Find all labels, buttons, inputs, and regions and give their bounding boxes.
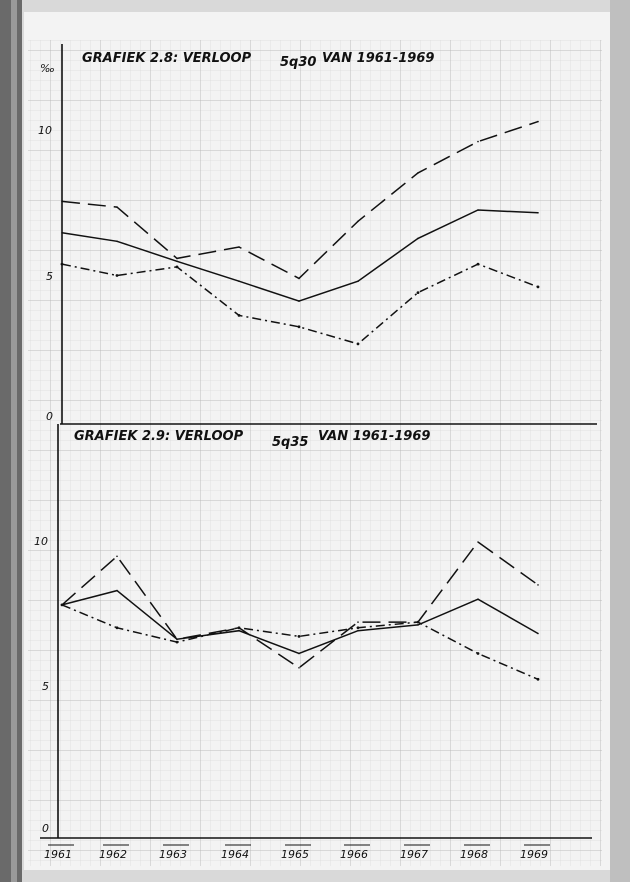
chart2-dash-dot-point-1965: [297, 635, 301, 638]
chart1-dashed-point-1961: [61, 200, 63, 203]
chart1-solid-point-1968: [477, 209, 479, 211]
chart2-solid-point-1966: [357, 629, 359, 632]
chart2-dashed-point-1969: [537, 584, 539, 586]
right-edge-shadow: [610, 0, 630, 882]
chart2-plot: [60, 540, 540, 681]
chart1-ytick-10: 10: [38, 124, 52, 137]
chart1-solid-point-1962: [116, 240, 118, 243]
chart1-dash-dot-point-1966: [356, 342, 360, 346]
chart1-dashed-point-1969: [537, 120, 539, 123]
chart1-dashed-point-1968: [477, 140, 479, 143]
chart1-dash-dot-point-1964: [237, 314, 241, 317]
chart1-dash-dot-point-1967: [416, 291, 420, 294]
x-tick-1965: 1965: [281, 848, 309, 861]
chart2-dash-dot-point-1968: [476, 652, 480, 655]
x-tick-1966: 1966: [340, 848, 368, 861]
chart2-dash-dot-point-1964: [237, 626, 241, 630]
chart1-solid-point-1966: [357, 280, 359, 283]
chart1-dashed-point-1965: [298, 277, 300, 280]
chart1-solid-point-1963: [176, 260, 178, 263]
chart1-title-tail: VAN 1961-1969: [322, 51, 434, 66]
chart2-dashed-point-1966: [357, 621, 359, 623]
x-tick-1963: 1963: [159, 848, 187, 861]
chart1-dash-dot-point-1963: [175, 265, 179, 269]
chart2-series-dashed-line: [61, 540, 539, 669]
chart1-solid-point-1964: [238, 280, 240, 283]
chart1-solid-point-1965: [298, 300, 300, 302]
chart2-dash-dot-point-1969: [536, 677, 540, 681]
chart2-dash-dot-point-1963: [175, 640, 179, 644]
chart2-dashed-point-1963: [176, 638, 178, 640]
chart1-dashed-point-1963: [176, 257, 178, 260]
chart1-dash-dot-point-1968: [476, 262, 480, 266]
chart2-solid-point-1962: [116, 589, 118, 592]
x-tick-1961: 1961: [44, 848, 72, 861]
chart1-dashed-point-1964: [238, 246, 240, 248]
chart2-dash-dot-point-1961: [60, 603, 64, 607]
chart2-title: GRAFIEK 2.9: VERLOOP: [74, 429, 244, 444]
chart2-ytick-5: 5: [42, 680, 49, 693]
chart2-solid-point-1968: [477, 598, 479, 600]
chart2-dash-dot-point-1966: [356, 626, 360, 630]
x-tick-labels: 1961 1962 1963 1964 1965 1966 1967 1968 1969: [44, 844, 550, 861]
chart1-plot: [60, 120, 540, 346]
x-tick-1967: 1967: [400, 848, 428, 861]
chart1-dashed-point-1966: [357, 220, 359, 223]
chart1-dashed-point-1967: [417, 172, 419, 174]
chart1-ytick-0: 0: [46, 410, 53, 423]
chart2-dash-dot-point-1967: [416, 620, 420, 624]
chart2-dashed-point-1962: [116, 555, 118, 558]
chart2-ytick-0: 0: [42, 822, 49, 835]
chart1-series-dash-dot-line: [61, 263, 539, 345]
x-tick-1962: 1962: [99, 848, 127, 861]
chart2-dashed-point-1968: [477, 541, 479, 543]
x-tick-1969: 1969: [520, 848, 548, 861]
chart2-series-dash-dot-line: [61, 604, 539, 680]
chart2-title-sub: 5q35: [272, 435, 308, 450]
chart2-dashed-point-1965: [298, 667, 300, 669]
chart1-ylabel: ‰: [40, 62, 55, 75]
chart1-title-sub: 5q30: [280, 55, 316, 70]
chart1-ytick-5: 5: [46, 270, 53, 283]
chart1-solid-point-1969: [537, 212, 539, 214]
chart1-solid-point-1961: [61, 232, 63, 234]
chart1-dashed-point-1962: [116, 206, 118, 208]
chart2-solid-point-1967: [417, 624, 419, 626]
x-tick-1968: 1968: [460, 848, 488, 861]
chart2-solid-point-1964: [238, 629, 240, 632]
chart2-title-tail: VAN 1961-1969: [318, 429, 430, 444]
chart2-ytick-10: 10: [34, 535, 48, 548]
chart1-dash-dot-point-1962: [115, 274, 119, 277]
chart2-solid-point-1965: [298, 652, 300, 655]
chart1-dash-dot-point-1965: [297, 325, 301, 329]
chart1-title: GRAFIEK 2.8: VERLOOP: [82, 51, 252, 66]
chart2-solid-point-1969: [537, 632, 539, 635]
x-tick-1964: 1964: [221, 848, 249, 861]
chart1-dash-dot-point-1969: [536, 285, 540, 289]
binding-highlight: [11, 0, 17, 882]
chart1-dash-dot-point-1961: [60, 262, 64, 266]
chart1-solid-point-1967: [417, 237, 419, 240]
chart2-dash-dot-point-1962: [115, 626, 119, 630]
grid-area: [28, 40, 602, 866]
